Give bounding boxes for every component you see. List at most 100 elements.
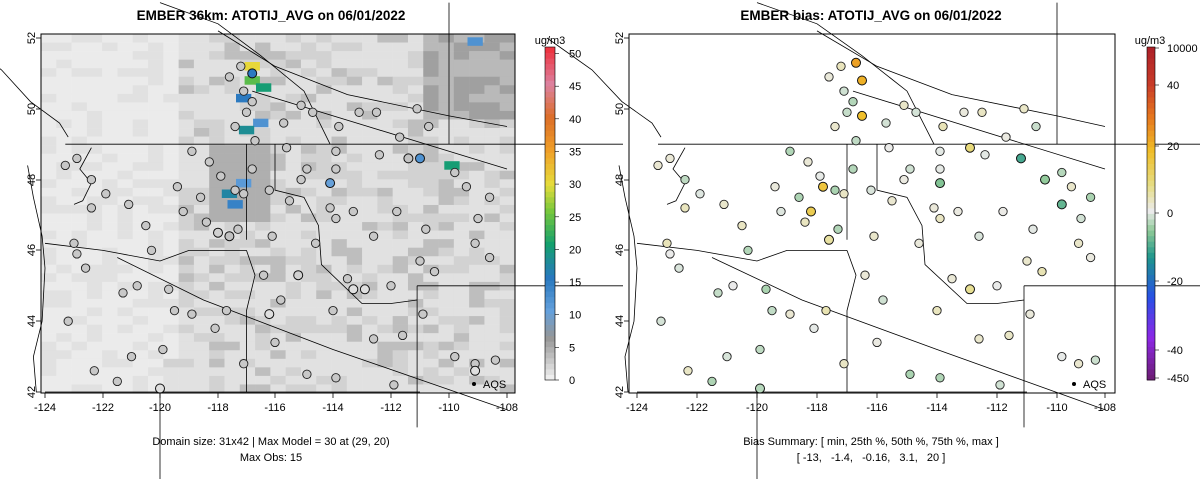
grid-cell <box>255 153 271 163</box>
station-point <box>325 203 335 213</box>
grid-cell <box>377 230 393 240</box>
grid-cell <box>453 76 470 86</box>
grid-cell <box>71 162 88 172</box>
grid-cell <box>469 281 485 291</box>
grid-cell <box>331 273 348 283</box>
grid-cell <box>300 358 317 368</box>
grid-cell <box>438 213 455 223</box>
colorbar-tick-label: 40 <box>1167 80 1179 92</box>
grid-cell <box>117 153 134 163</box>
grid-cell <box>86 307 103 317</box>
grid-cell <box>270 136 286 146</box>
colorbar-segment <box>1147 246 1155 253</box>
grid-cell <box>102 59 118 69</box>
grid-cell <box>377 93 393 103</box>
grid-cell <box>346 222 363 231</box>
station-point <box>809 323 819 333</box>
grid-cell <box>178 145 195 154</box>
bias-point <box>806 206 816 217</box>
station-point <box>1031 121 1041 132</box>
left-caption-line1: Domain size: 31x42 | Max Model = 30 at (… <box>152 436 389 448</box>
grid-cell <box>193 153 210 163</box>
grid-cell <box>41 230 57 240</box>
grid-cell <box>132 34 149 43</box>
grid-cell <box>255 204 271 214</box>
grid-cell <box>255 102 271 112</box>
station-point <box>1037 266 1047 277</box>
obs-point <box>224 231 235 242</box>
grid-cell <box>163 51 179 60</box>
grid-cell <box>56 307 72 317</box>
grid-cell <box>224 375 241 385</box>
grid-cell <box>193 102 210 112</box>
grid-cell <box>362 264 378 274</box>
grid-cell <box>86 179 103 189</box>
grid-cell <box>193 256 210 266</box>
colorbar-segment <box>1147 352 1155 359</box>
grid-cell <box>407 119 424 129</box>
grid-cell <box>407 239 424 248</box>
grid-cell <box>438 196 455 206</box>
grid-cell <box>377 281 393 291</box>
grid-cell <box>285 281 302 291</box>
colorbar-segment <box>1147 85 1155 92</box>
x-tick-label: -116 <box>264 402 285 414</box>
grid-cell <box>438 153 455 163</box>
colorbar-segment <box>545 63 555 70</box>
grid-cell <box>316 290 332 300</box>
grid-cell <box>453 273 470 283</box>
station-point <box>72 249 82 259</box>
right-caption-line1: Bias Summary: [ min, 25th %, 50th %, 75t… <box>743 436 999 448</box>
grid-cell <box>346 239 363 248</box>
grid-cell <box>86 384 103 394</box>
grid-cell <box>407 128 424 137</box>
colorbar-tick-label: 10000 <box>1167 43 1198 55</box>
station-point <box>267 231 277 241</box>
y-tick-label: 52 <box>26 32 38 44</box>
colorbar-segment <box>545 91 555 98</box>
grid-cell <box>316 375 332 385</box>
grid-cell <box>377 102 393 112</box>
obs-point <box>415 153 425 164</box>
grid-cell <box>117 51 134 60</box>
grid-cell <box>316 256 332 266</box>
grid-cell <box>255 375 271 385</box>
grid-cell <box>71 102 88 112</box>
grid-cell <box>469 324 485 334</box>
grid-cell <box>484 179 501 189</box>
grid-cell <box>117 162 134 172</box>
grid-cell <box>86 170 103 180</box>
grid-cell <box>209 239 225 248</box>
grid-cell <box>346 179 363 189</box>
bias-point <box>1016 153 1026 164</box>
grid-cell <box>423 110 439 120</box>
grid-cell <box>484 333 501 343</box>
station-point <box>998 206 1008 217</box>
grid-cell <box>438 42 455 52</box>
station-point <box>713 288 723 298</box>
grid-cell <box>316 230 332 240</box>
grid-cell <box>331 341 348 351</box>
grid-cell <box>132 256 149 266</box>
grid-cell <box>316 273 332 283</box>
station-point <box>302 164 312 174</box>
grid-cell <box>239 153 256 163</box>
grid-cell <box>392 170 409 180</box>
grid-cell <box>469 264 485 274</box>
grid-cell <box>117 256 134 266</box>
grid-cell <box>453 170 470 180</box>
station-point <box>776 206 786 217</box>
grid-cell <box>499 119 516 129</box>
grid-cell <box>163 85 179 95</box>
grid-cell <box>407 76 424 86</box>
station-point <box>899 100 909 110</box>
grid-cell <box>270 162 286 172</box>
grid-cell <box>148 350 164 360</box>
grid-cell <box>484 187 501 197</box>
x-tick-label: -120 <box>746 402 768 414</box>
grid-cell <box>316 350 332 360</box>
station-point <box>178 206 188 217</box>
grid-cell <box>300 170 317 180</box>
